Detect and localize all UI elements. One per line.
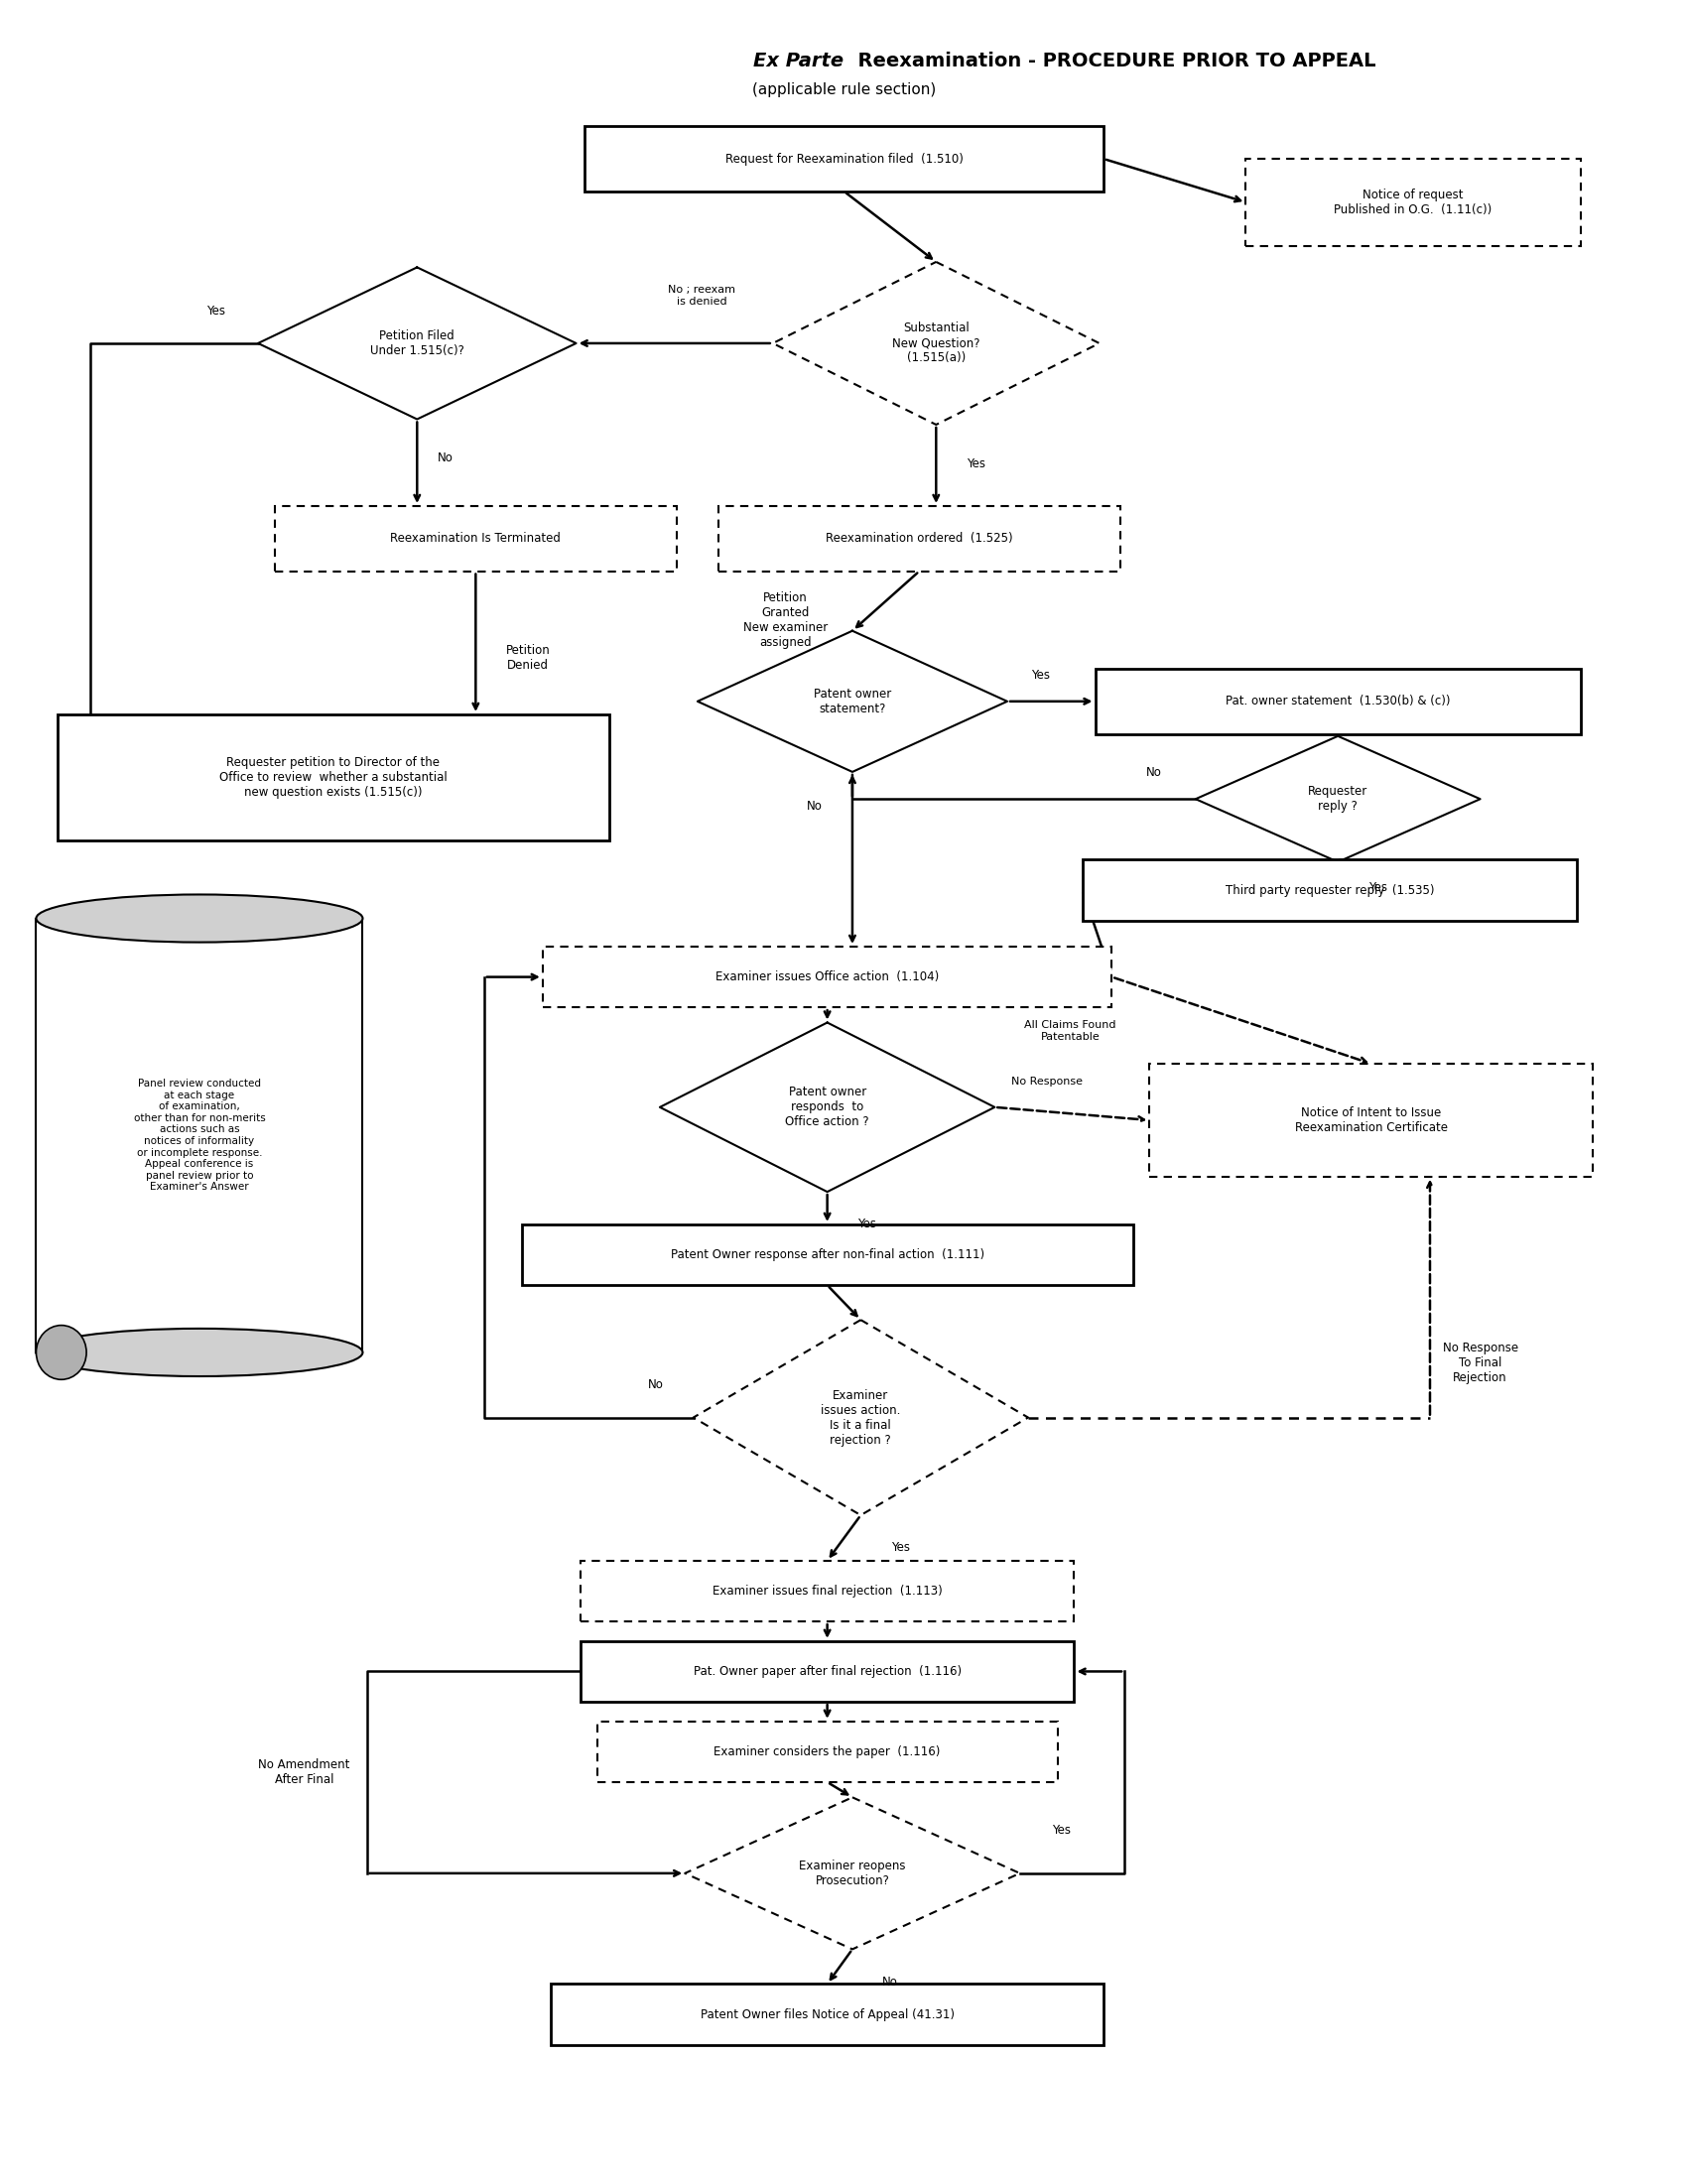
Ellipse shape <box>35 895 363 941</box>
Text: No: No <box>883 1974 898 1987</box>
Text: Pat. Owner paper after final rejection  (1.116): Pat. Owner paper after final rejection (… <box>694 1664 960 1677</box>
Text: Reexamination - PROCEDURE PRIOR TO APPEAL: Reexamination - PROCEDURE PRIOR TO APPEA… <box>844 52 1376 70</box>
FancyBboxPatch shape <box>598 1721 1057 1782</box>
Text: Yes: Yes <box>966 456 986 470</box>
Text: Examiner considers the paper  (1.116): Examiner considers the paper (1.116) <box>714 1745 940 1758</box>
Text: Third party requester reply  (1.535): Third party requester reply (1.535) <box>1225 885 1435 898</box>
Text: (applicable rule section): (applicable rule section) <box>753 83 935 96</box>
Text: Patent owner
statement?: Patent owner statement? <box>814 688 891 714</box>
Text: Patent Owner files Notice of Appeal (41.31): Patent Owner files Notice of Appeal (41.… <box>701 2007 954 2020</box>
FancyBboxPatch shape <box>584 127 1104 192</box>
FancyBboxPatch shape <box>35 919 363 1352</box>
Text: Petition
Denied: Petition Denied <box>506 644 550 673</box>
Text: Reexamination ordered  (1.525): Reexamination ordered (1.525) <box>825 533 1013 546</box>
FancyBboxPatch shape <box>581 1562 1074 1621</box>
FancyBboxPatch shape <box>581 1640 1074 1701</box>
Ellipse shape <box>35 1328 363 1376</box>
FancyBboxPatch shape <box>719 507 1121 572</box>
Text: Patent Owner response after non-final action  (1.111): Patent Owner response after non-final ac… <box>670 1249 984 1260</box>
Text: No ; reexam
is denied: No ; reexam is denied <box>668 284 736 306</box>
FancyBboxPatch shape <box>1246 159 1580 245</box>
Text: No: No <box>437 452 452 465</box>
Text: Petition Filed
Under 1.515(c)?: Petition Filed Under 1.515(c)? <box>370 330 464 358</box>
Text: Panel review conducted
at each stage
of examination,
other than for non-merits
a: Panel review conducted at each stage of … <box>133 1079 265 1192</box>
FancyBboxPatch shape <box>1096 668 1580 734</box>
FancyBboxPatch shape <box>275 507 677 572</box>
FancyBboxPatch shape <box>542 946 1112 1007</box>
FancyBboxPatch shape <box>1082 860 1577 919</box>
Text: Ex Parte: Ex Parte <box>753 52 844 70</box>
Text: Yes: Yes <box>858 1219 876 1232</box>
Text: Yes: Yes <box>1031 668 1050 681</box>
Text: No: No <box>807 799 822 812</box>
Text: Substantial
New Question?
(1.515(a)): Substantial New Question? (1.515(a)) <box>893 321 981 365</box>
Text: Examiner reopens
Prosecution?: Examiner reopens Prosecution? <box>798 1859 906 1887</box>
Text: Examiner issues final rejection  (1.113): Examiner issues final rejection (1.113) <box>712 1586 942 1599</box>
Text: Notice of Intent to Issue
Reexamination Certificate: Notice of Intent to Issue Reexamination … <box>1295 1107 1448 1133</box>
Text: No Response
To Final
Rejection: No Response To Final Rejection <box>1443 1341 1518 1385</box>
Ellipse shape <box>35 1326 86 1380</box>
Text: Yes: Yes <box>206 304 226 317</box>
Text: Notice of request
Published in O.G.  (1.11(c)): Notice of request Published in O.G. (1.1… <box>1334 188 1492 216</box>
Text: Petition
Granted
New examiner
assigned: Petition Granted New examiner assigned <box>743 592 827 649</box>
FancyBboxPatch shape <box>522 1225 1133 1284</box>
Text: No: No <box>648 1378 663 1391</box>
Text: Yes: Yes <box>891 1542 910 1555</box>
Text: Request for Reexamination filed  (1.510): Request for Reexamination filed (1.510) <box>724 153 964 166</box>
Text: No: No <box>1146 767 1161 780</box>
Text: No Response: No Response <box>1011 1077 1084 1085</box>
Text: Examiner issues Office action  (1.104): Examiner issues Office action (1.104) <box>716 970 939 983</box>
Text: Requester
reply ?: Requester reply ? <box>1308 784 1367 812</box>
FancyBboxPatch shape <box>1150 1064 1593 1177</box>
Text: Yes: Yes <box>1052 1824 1072 1837</box>
FancyBboxPatch shape <box>57 714 609 841</box>
Text: Requester petition to Director of the
Office to review  whether a substantial
ne: Requester petition to Director of the Of… <box>219 756 447 799</box>
Text: Reexamination Is Terminated: Reexamination Is Terminated <box>390 533 560 546</box>
Text: Examiner
issues action.
Is it a final
rejection ?: Examiner issues action. Is it a final re… <box>820 1389 901 1446</box>
Text: Patent owner
responds  to
Office action ?: Patent owner responds to Office action ? <box>785 1085 869 1129</box>
Text: Pat. owner statement  (1.530(b) & (c)): Pat. owner statement (1.530(b) & (c)) <box>1225 695 1450 708</box>
Text: Yes: Yes <box>1367 882 1388 895</box>
Text: No Amendment
After Final: No Amendment After Final <box>258 1758 349 1787</box>
FancyBboxPatch shape <box>550 1983 1104 2044</box>
Text: All Claims Found
Patentable: All Claims Found Patentable <box>1025 1020 1116 1042</box>
